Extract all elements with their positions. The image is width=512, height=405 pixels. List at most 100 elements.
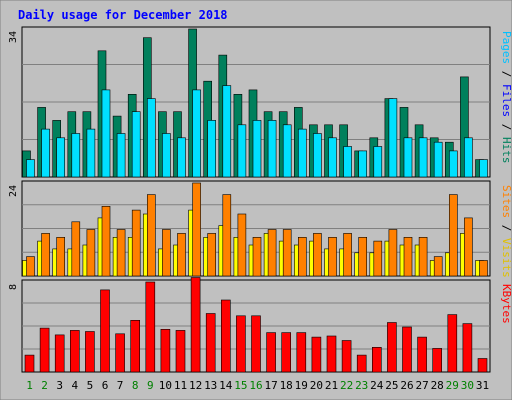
bar-files-day-3 xyxy=(56,137,66,178)
bar-sites-day-20 xyxy=(313,233,322,277)
bar-kbytes-day-3 xyxy=(54,334,65,373)
x-tick-label-day-23: 23 xyxy=(355,379,368,392)
bar-kbytes-day-24 xyxy=(371,346,382,373)
bar-sites-day-28 xyxy=(433,256,443,277)
x-tick-label-day-12: 12 xyxy=(189,379,202,392)
x-tick-label-day-30: 30 xyxy=(461,379,474,392)
bar-kbytes-day-20 xyxy=(311,336,322,373)
x-tick-label-day-13: 13 xyxy=(204,379,217,392)
bar-kbytes-day-2 xyxy=(39,327,50,373)
bar-files-day-17 xyxy=(267,120,277,178)
bar-files-day-7 xyxy=(116,133,126,178)
bar-kbytes-day-14 xyxy=(221,299,231,373)
x-tick-label-day-28: 28 xyxy=(431,379,444,392)
bar-kbytes-day-9 xyxy=(145,281,156,373)
x-tick-label-day-10: 10 xyxy=(159,379,172,392)
bar-sites-day-30 xyxy=(464,217,473,277)
bar-kbytes-day-25 xyxy=(387,322,397,373)
bar-files-day-30 xyxy=(464,137,473,178)
x-tick-label-day-25: 25 xyxy=(385,379,398,392)
bar-sites-day-9 xyxy=(147,194,156,277)
bar-sites-day-11 xyxy=(177,233,186,277)
bar-sites-day-10 xyxy=(162,229,171,277)
bar-kbytes-day-19 xyxy=(296,332,307,373)
x-tick-label-day-1: 1 xyxy=(26,379,33,392)
bar-sites-day-5 xyxy=(86,229,96,277)
bar-sites-day-14 xyxy=(222,194,232,277)
side-label-part: / xyxy=(500,218,512,238)
bar-files-day-26 xyxy=(403,137,413,178)
y-max-label: 8 xyxy=(8,284,19,290)
bar-sites-day-27 xyxy=(418,237,428,277)
side-label-part: / xyxy=(500,117,512,137)
bar-kbytes-day-13 xyxy=(205,313,216,373)
bar-files-day-24 xyxy=(373,146,383,178)
x-tick-label-day-14: 14 xyxy=(219,379,233,392)
bar-sites-day-21 xyxy=(328,237,337,277)
side-label-bottom: KBytes xyxy=(500,284,512,324)
bar-kbytes-day-21 xyxy=(326,335,337,373)
bar-kbytes-day-26 xyxy=(402,326,412,373)
panel-bottom: 8 KBytes xyxy=(8,277,512,373)
series-files xyxy=(26,85,488,178)
bar-files-day-1 xyxy=(26,159,35,178)
bar-files-day-31 xyxy=(479,159,488,178)
bar-files-day-25 xyxy=(388,98,398,178)
bar-kbytes-day-10 xyxy=(160,328,171,373)
bar-sites-day-15 xyxy=(237,213,247,277)
series-sites xyxy=(26,182,488,277)
bar-files-day-12 xyxy=(192,89,201,178)
bar-sites-day-18 xyxy=(282,229,292,277)
x-tick-label-day-3: 3 xyxy=(56,379,63,392)
chart-title: Daily usage for December 2018 xyxy=(18,8,228,22)
bar-files-day-18 xyxy=(282,124,292,178)
x-tick-label-day-7: 7 xyxy=(117,379,124,392)
side-label-part: Files xyxy=(500,84,512,117)
bar-sites-day-19 xyxy=(297,237,307,277)
x-tick-label-day-5: 5 xyxy=(87,379,94,392)
bar-files-day-20 xyxy=(313,133,322,178)
x-tick-label-day-16: 16 xyxy=(249,379,262,392)
bar-kbytes-day-15 xyxy=(236,315,246,373)
bar-kbytes-day-6 xyxy=(100,289,110,373)
bar-kbytes-day-31 xyxy=(477,358,488,373)
series-kbytes xyxy=(24,277,488,373)
x-tick-label-day-24: 24 xyxy=(370,379,384,392)
side-label-part: / xyxy=(500,64,512,84)
x-tick-label-day-21: 21 xyxy=(325,379,338,392)
x-tick-label-day-19: 19 xyxy=(295,379,308,392)
bar-files-day-16 xyxy=(252,120,262,178)
x-tick-label-day-26: 26 xyxy=(400,379,413,392)
x-tick-label-day-31: 31 xyxy=(476,379,489,392)
bar-sites-day-2 xyxy=(41,233,50,277)
bar-kbytes-day-7 xyxy=(115,333,125,373)
bar-files-day-10 xyxy=(162,133,171,178)
bar-files-day-14 xyxy=(222,85,232,178)
x-tick-label-day-29: 29 xyxy=(446,379,459,392)
bar-files-day-19 xyxy=(297,128,307,178)
bar-kbytes-day-18 xyxy=(281,332,292,373)
bar-kbytes-day-28 xyxy=(432,348,443,373)
bar-sites-day-16 xyxy=(252,237,262,277)
side-label-part: Visits xyxy=(500,238,512,278)
bar-files-day-21 xyxy=(328,137,337,178)
bar-files-day-2 xyxy=(41,128,50,178)
x-tick-label-day-17: 17 xyxy=(264,379,277,392)
x-tick-label-day-9: 9 xyxy=(147,379,154,392)
bar-sites-day-29 xyxy=(448,194,458,277)
bar-sites-day-6 xyxy=(101,206,111,277)
side-label-part: Pages xyxy=(500,31,512,64)
chart-panels: 34 Pages / Files / Hits 24 Sites / Visits 8 K… xyxy=(8,26,512,373)
bar-sites-day-8 xyxy=(131,209,141,277)
bar-files-day-6 xyxy=(101,89,111,178)
side-label-top: Pages / Files / Hits xyxy=(500,31,512,164)
bar-files-day-29 xyxy=(448,150,458,178)
x-tick-label-day-8: 8 xyxy=(132,379,139,392)
bar-sites-day-12 xyxy=(192,182,201,277)
bar-sites-day-7 xyxy=(116,229,126,277)
bar-kbytes-day-17 xyxy=(266,332,276,373)
bar-kbytes-day-5 xyxy=(85,331,95,373)
bar-kbytes-day-12 xyxy=(190,277,201,373)
bar-sites-day-13 xyxy=(207,233,216,277)
